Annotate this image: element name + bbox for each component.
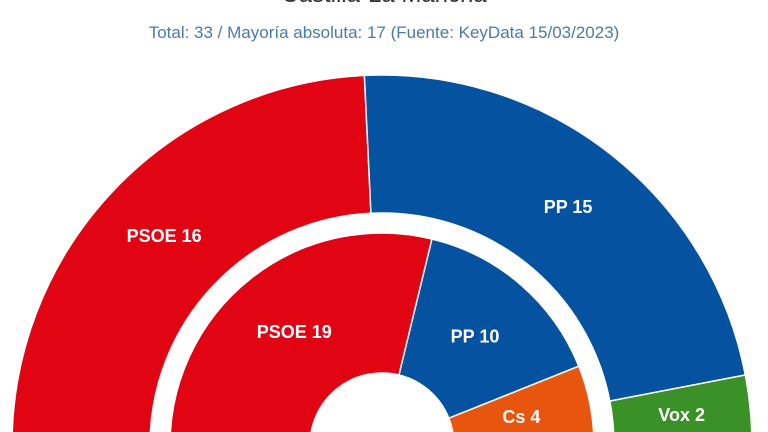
- data-label: PSOE 16: [127, 226, 202, 246]
- segment: [608, 374, 753, 432]
- data-label: PP 15: [544, 197, 593, 217]
- data-label: Vox 2: [658, 405, 705, 425]
- segment: [11, 74, 372, 432]
- data-label: PSOE 19: [257, 322, 332, 342]
- segment: [169, 232, 433, 432]
- chart-title: Castilla-La Mancha: [281, 0, 487, 8]
- segment: [398, 238, 580, 420]
- segment: [447, 365, 595, 432]
- data-label: Cs 4: [502, 407, 540, 427]
- segment: [363, 74, 747, 402]
- chart-subtitle: Total: 33 / Mayoría absoluta: 17 (Fuente…: [149, 23, 620, 42]
- data-label: PP 10: [451, 326, 500, 346]
